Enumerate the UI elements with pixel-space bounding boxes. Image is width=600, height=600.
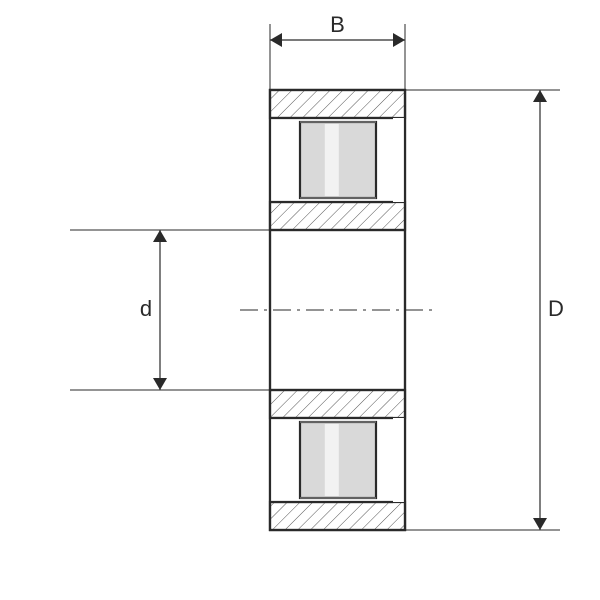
- dimension-label-B: B: [330, 12, 345, 37]
- outer-ring-top-section: [270, 90, 405, 118]
- inner-ring-top-section: [270, 202, 405, 230]
- inner-ring-bottom-section: [270, 390, 405, 418]
- dimension-label-d: d: [140, 296, 152, 321]
- dimension-label-D: D: [548, 296, 564, 321]
- bearing-section-diagram: Bd D: [0, 0, 600, 600]
- outer-ring-bottom-section: [270, 502, 405, 530]
- roller-top: [300, 122, 376, 198]
- roller-bottom: [300, 422, 376, 498]
